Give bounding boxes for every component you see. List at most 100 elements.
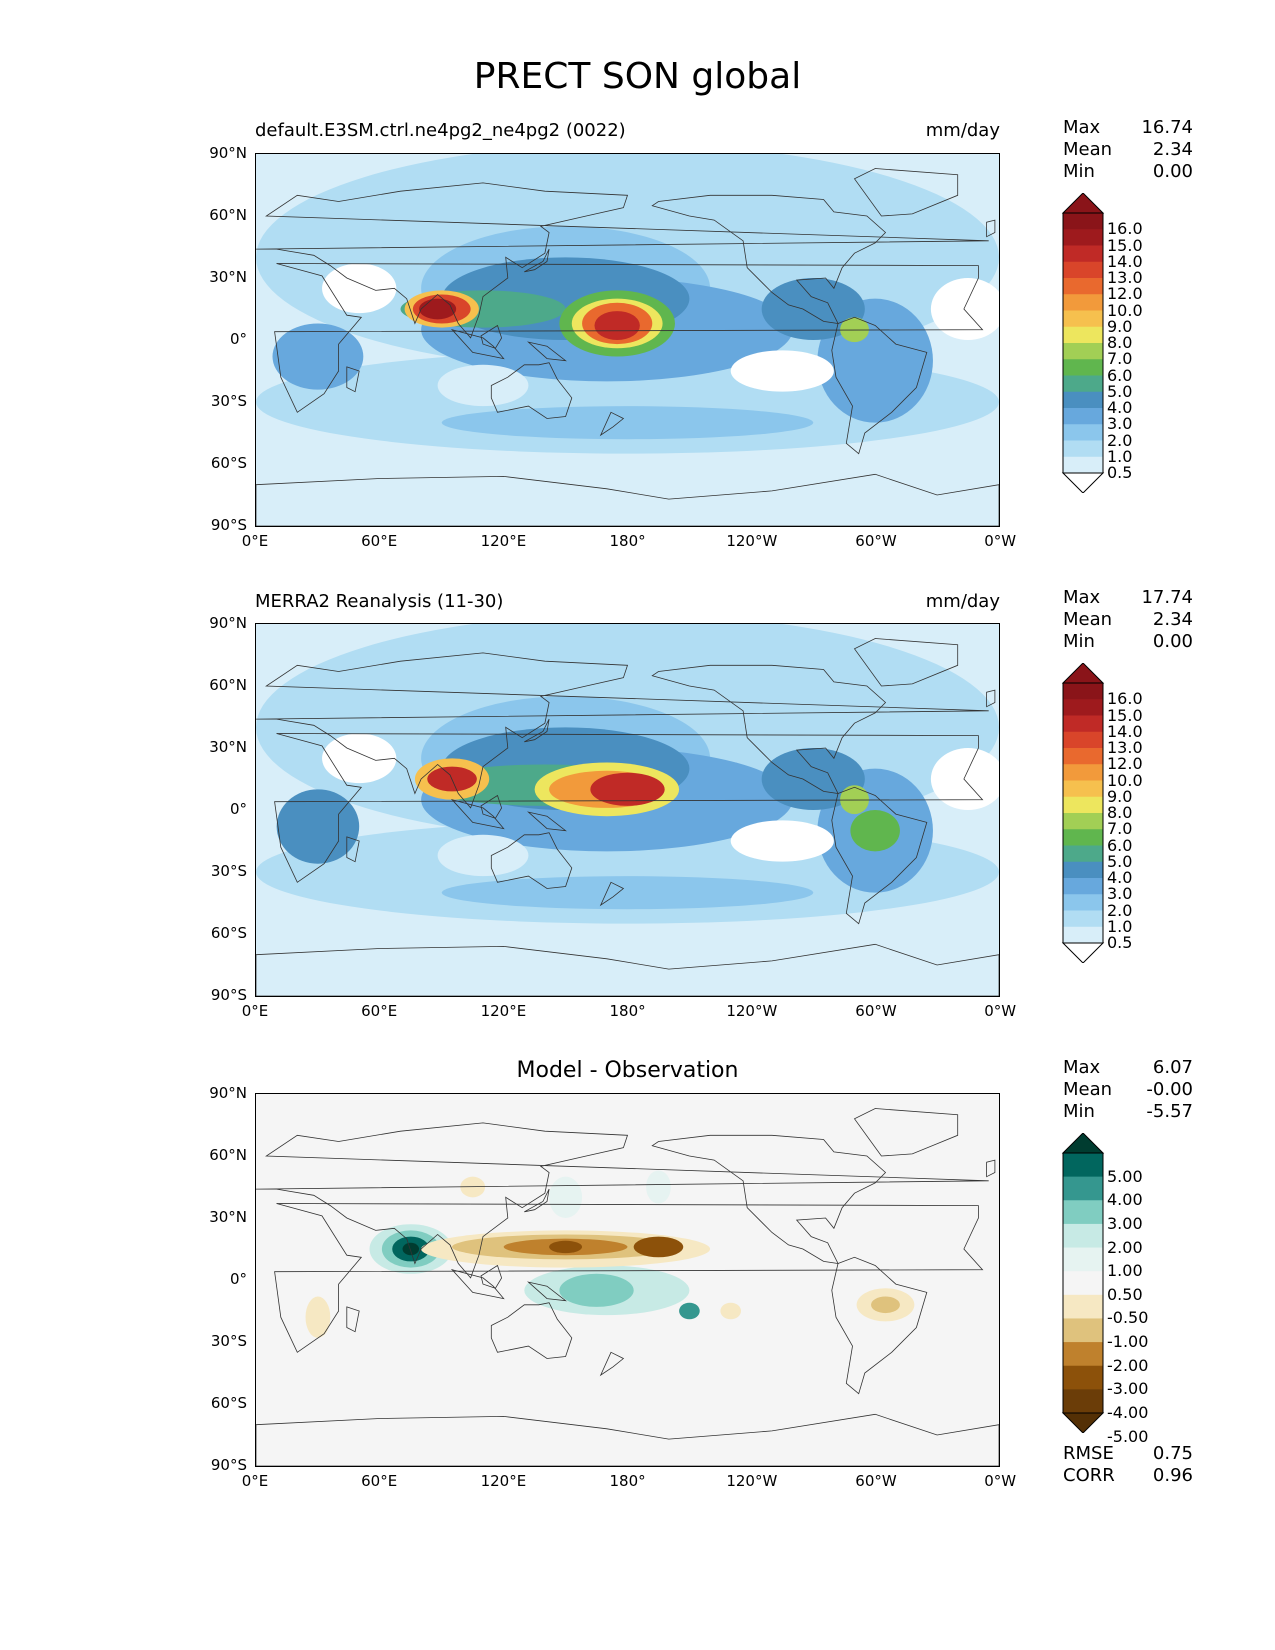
colorbar-label: 13.0 [1107, 268, 1143, 287]
lon-tick-label: 0°E [241, 532, 269, 550]
coastline [256, 1413, 999, 1466]
contour-region [590, 772, 665, 806]
colorbar-label: -4.00 [1107, 1403, 1149, 1422]
lat-tick-label: 30°N [209, 738, 247, 756]
coastline [480, 1264, 503, 1289]
colorbar-segment [1063, 261, 1103, 279]
colorbar-segment [1063, 1318, 1103, 1343]
coastline [274, 733, 984, 883]
coastline [986, 1159, 996, 1178]
colorbar-label: 5.0 [1107, 851, 1133, 871]
coastline [599, 1351, 625, 1377]
colorbar-segment [1063, 683, 1103, 700]
contour-region [679, 1302, 700, 1320]
contour-region [930, 748, 999, 810]
colorbar-segment [1063, 440, 1103, 458]
panel3-title: Model - Observation [516, 1058, 739, 1083]
colorbar-segment [1063, 456, 1103, 474]
coastline [831, 786, 928, 925]
coastline [346, 836, 360, 863]
coastline [526, 811, 567, 832]
coastline [651, 664, 887, 795]
coastline [256, 652, 989, 809]
colorbar-segment [1063, 1200, 1103, 1225]
contour-region [322, 263, 397, 314]
contour-region [730, 350, 834, 392]
lon-tick-label: 180° [609, 532, 646, 550]
contour-region [549, 1176, 583, 1218]
colorbar-label: 14.0 [1107, 251, 1143, 271]
lat-tick-label: 90°N [209, 614, 247, 632]
colorbar-label: 3.0 [1107, 414, 1133, 434]
colorbar-extend-top [1061, 662, 1105, 684]
colorbar-label: 6.0 [1107, 365, 1133, 385]
lon-tick-label: 120°E [480, 532, 527, 550]
colorbar-label: 6.0 [1107, 835, 1133, 855]
coastline [853, 168, 959, 217]
colorbar-segment [1063, 1294, 1103, 1319]
colorbar-segment [1063, 1247, 1103, 1272]
coastline [490, 362, 573, 419]
coastline [346, 366, 360, 393]
panel2-units: mm/day [925, 591, 1000, 612]
colorbar-segment [1063, 229, 1103, 246]
contour-region [437, 834, 529, 877]
colorbar-segment [1063, 359, 1103, 376]
colorbar-label: 12.0 [1107, 284, 1143, 304]
colorbar-segment [1063, 1153, 1103, 1178]
contour-region [871, 1296, 900, 1314]
lat-tick-label: 90°S [210, 516, 247, 534]
colorbar-label: 12.0 [1107, 754, 1143, 774]
colorbar-extend-top [1061, 192, 1105, 214]
colorbar-segment [1063, 213, 1103, 230]
contour-region [402, 1242, 420, 1256]
coastline [450, 798, 505, 830]
lon-tick-label: 0°W [984, 1472, 1017, 1490]
lon-tick-label: 120°W [726, 1472, 778, 1490]
colorbar-label: 10.0 [1107, 770, 1143, 790]
colorbar-segment [1063, 375, 1103, 393]
colorbar-segment [1063, 861, 1103, 879]
colorbar-label: 7.0 [1107, 349, 1133, 369]
lat-tick-label: 60°N [209, 676, 247, 694]
colorbar-label: 4.0 [1107, 398, 1133, 417]
colorbar-segment [1063, 926, 1103, 944]
colorbar-label: 16.0 [1107, 219, 1143, 239]
lon-tick-label: 0°E [241, 1472, 269, 1490]
lon-tick-label: 180° [609, 1002, 646, 1020]
colorbar-label: -2.00 [1107, 1355, 1149, 1375]
coastline [256, 182, 989, 339]
coastline [256, 1122, 989, 1279]
colorbar-label: 3.0 [1107, 884, 1133, 904]
lon-tick-label: 60°W [855, 1002, 897, 1020]
lat-tick-label: 60°N [209, 1146, 247, 1164]
lon-tick-label: 120°E [480, 1472, 527, 1490]
coastline [346, 1306, 360, 1333]
coastline [651, 1134, 887, 1265]
colorbar-segment [1063, 1365, 1103, 1390]
panel1-units: mm/day [925, 120, 1000, 141]
colorbar-segment [1063, 715, 1103, 733]
colorbar-label: 3.00 [1107, 1213, 1143, 1233]
colorbar-segment [1063, 731, 1103, 749]
colorbar-segment [1063, 764, 1103, 781]
colorbar-label: 7.0 [1107, 819, 1133, 839]
coastline [986, 219, 996, 238]
contour-region [930, 278, 999, 340]
lat-tick-label: 30°S [210, 862, 247, 880]
colorbar-segment [1063, 1389, 1103, 1414]
lon-tick-label: 60°E [361, 1472, 398, 1490]
colorbar-segment [1063, 780, 1103, 798]
coastline [526, 1281, 567, 1302]
coastline [256, 943, 999, 996]
coastline [853, 1108, 959, 1157]
colorbar-label: 8.0 [1107, 333, 1133, 352]
contour-region [305, 1296, 331, 1338]
lon-tick-label: 60°W [855, 1472, 897, 1490]
coastline [274, 263, 984, 413]
colorbar-label: 9.0 [1107, 316, 1133, 336]
coastline [986, 689, 996, 708]
colorbar-segment [1063, 408, 1103, 425]
contour-region [441, 876, 814, 910]
colorbar-label: 10.0 [1107, 300, 1143, 320]
